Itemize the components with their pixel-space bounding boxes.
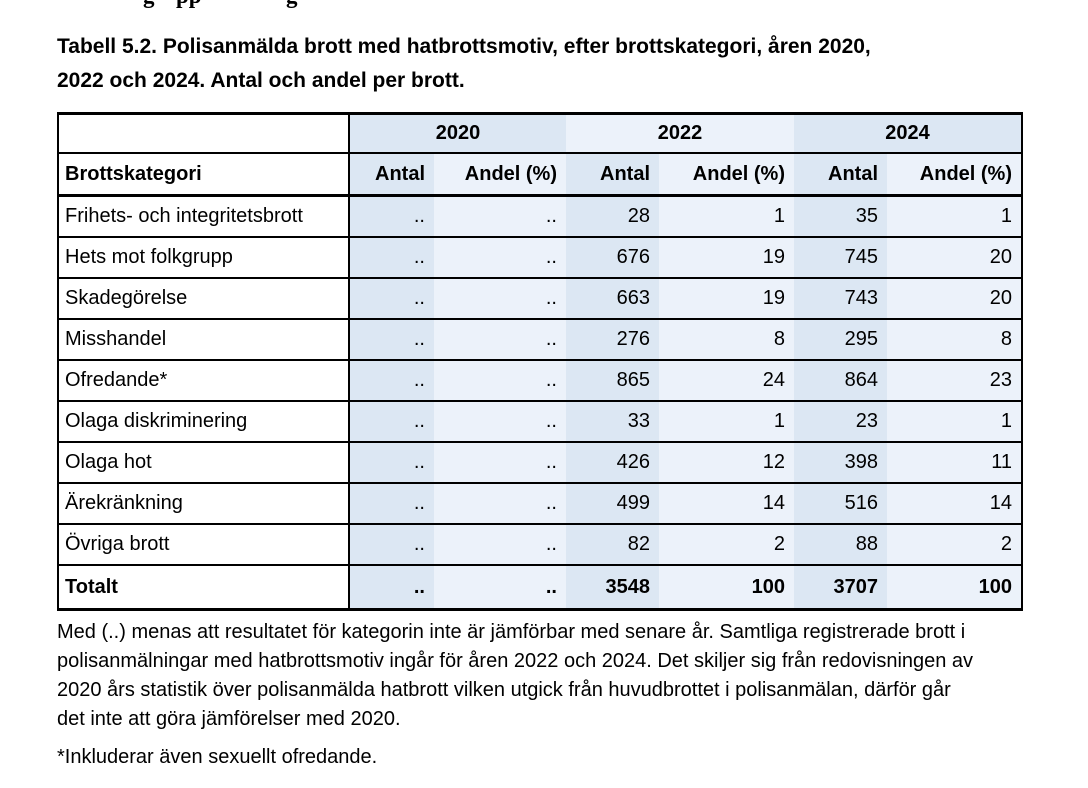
note-line: det inte att göra jämförelser med 2020. [57, 708, 401, 730]
category-cell: Totalt [59, 566, 350, 608]
value-cell: 82 [566, 525, 659, 566]
value-cell: .. [434, 279, 566, 320]
year-header-2024: 2024 [794, 115, 1021, 154]
col-header-andel-2024: Andel (%) [887, 154, 1021, 197]
table-title-line1: Tabell 5.2. Polisanmälda brott med hatbr… [57, 35, 871, 58]
value-cell: 499 [566, 484, 659, 525]
note-line: polisanmälningar med hatbrottsmotiv ingå… [57, 650, 974, 672]
value-cell: .. [434, 197, 566, 238]
value-cell: 743 [794, 279, 887, 320]
value-cell: 398 [794, 443, 887, 484]
value-cell: 676 [566, 238, 659, 279]
value-cell: 516 [794, 484, 887, 525]
year-header-2022: 2022 [566, 115, 794, 154]
value-cell: 28 [566, 197, 659, 238]
value-cell: .. [434, 238, 566, 279]
value-cell: .. [350, 402, 434, 443]
category-column-header: Brottskategori [59, 154, 350, 197]
value-cell: 14 [659, 484, 794, 525]
category-cell: Hets mot folkgrupp [59, 238, 350, 279]
value-cell: 8 [659, 320, 794, 361]
value-cell: 20 [887, 238, 1021, 279]
value-cell: .. [350, 320, 434, 361]
note-line: 2020 års statistik över polisanmälda hat… [57, 679, 951, 701]
value-cell: 14 [887, 484, 1021, 525]
category-cell: Ärekränkning [59, 484, 350, 525]
value-cell: 865 [566, 361, 659, 402]
asterisk-footnote: *Inkluderar även sexuellt ofredande. [57, 746, 378, 768]
value-cell: 2 [887, 525, 1021, 566]
value-cell: 23 [794, 402, 887, 443]
table-title-line2: 2022 och 2024. Antal och andel per brott… [57, 69, 465, 92]
value-cell: 19 [659, 238, 794, 279]
value-cell: .. [434, 525, 566, 566]
value-cell: 426 [566, 443, 659, 484]
col-header-andel-2020: Andel (%) [434, 154, 566, 197]
value-cell: .. [350, 484, 434, 525]
value-cell: 3548 [566, 566, 659, 608]
category-cell: Olaga hot [59, 443, 350, 484]
value-cell: .. [350, 566, 434, 608]
table-note: Med (..) menas att resultatet för katego… [57, 618, 1067, 734]
value-cell: 276 [566, 320, 659, 361]
value-cell: 864 [794, 361, 887, 402]
value-cell: 88 [794, 525, 887, 566]
category-cell: Frihets- och integritetsbrott [59, 197, 350, 238]
col-header-andel-2022: Andel (%) [659, 154, 794, 197]
value-cell: 2 [659, 525, 794, 566]
value-cell: 24 [659, 361, 794, 402]
value-cell: .. [350, 279, 434, 320]
value-cell: .. [434, 566, 566, 608]
value-cell: 33 [566, 402, 659, 443]
value-cell: 11 [887, 443, 1021, 484]
clipped-heading-fragments: g pp g [0, 0, 1088, 10]
clipped-letter: g [286, 0, 298, 9]
value-cell: 295 [794, 320, 887, 361]
category-cell: Misshandel [59, 320, 350, 361]
value-cell: .. [350, 443, 434, 484]
year-row-empty-cell [59, 115, 350, 154]
crime-table: 2020 2022 2024 Brottskategori Antal Ande… [57, 112, 1023, 611]
category-cell: Olaga diskriminering [59, 402, 350, 443]
value-cell: .. [350, 361, 434, 402]
value-cell: 19 [659, 279, 794, 320]
value-cell: 663 [566, 279, 659, 320]
col-header-antal-2022: Antal [566, 154, 659, 197]
value-cell: .. [350, 525, 434, 566]
value-cell: .. [434, 484, 566, 525]
category-cell: Skadegörelse [59, 279, 350, 320]
value-cell: .. [434, 361, 566, 402]
year-header-2020: 2020 [350, 115, 566, 154]
value-cell: .. [350, 197, 434, 238]
value-cell: .. [434, 443, 566, 484]
value-cell: 20 [887, 279, 1021, 320]
value-cell: 35 [794, 197, 887, 238]
value-cell: .. [434, 402, 566, 443]
value-cell: .. [350, 238, 434, 279]
value-cell: 100 [887, 566, 1021, 608]
category-cell: Ofredande* [59, 361, 350, 402]
value-cell: 1 [887, 197, 1021, 238]
value-cell: 1 [887, 402, 1021, 443]
value-cell: .. [434, 320, 566, 361]
value-cell: 8 [887, 320, 1021, 361]
value-cell: 3707 [794, 566, 887, 608]
value-cell: 23 [887, 361, 1021, 402]
value-cell: 1 [659, 197, 794, 238]
clipped-letter: g [143, 0, 155, 9]
value-cell: 1 [659, 402, 794, 443]
note-line: Med (..) menas att resultatet för katego… [57, 621, 966, 643]
table-title: Tabell 5.2. Polisanmälda brott med hatbr… [57, 30, 1047, 98]
col-header-antal-2024: Antal [794, 154, 887, 197]
clipped-letter: pp [176, 0, 202, 9]
value-cell: 12 [659, 443, 794, 484]
value-cell: 100 [659, 566, 794, 608]
col-header-antal-2020: Antal [350, 154, 434, 197]
value-cell: 745 [794, 238, 887, 279]
category-cell: Övriga brott [59, 525, 350, 566]
